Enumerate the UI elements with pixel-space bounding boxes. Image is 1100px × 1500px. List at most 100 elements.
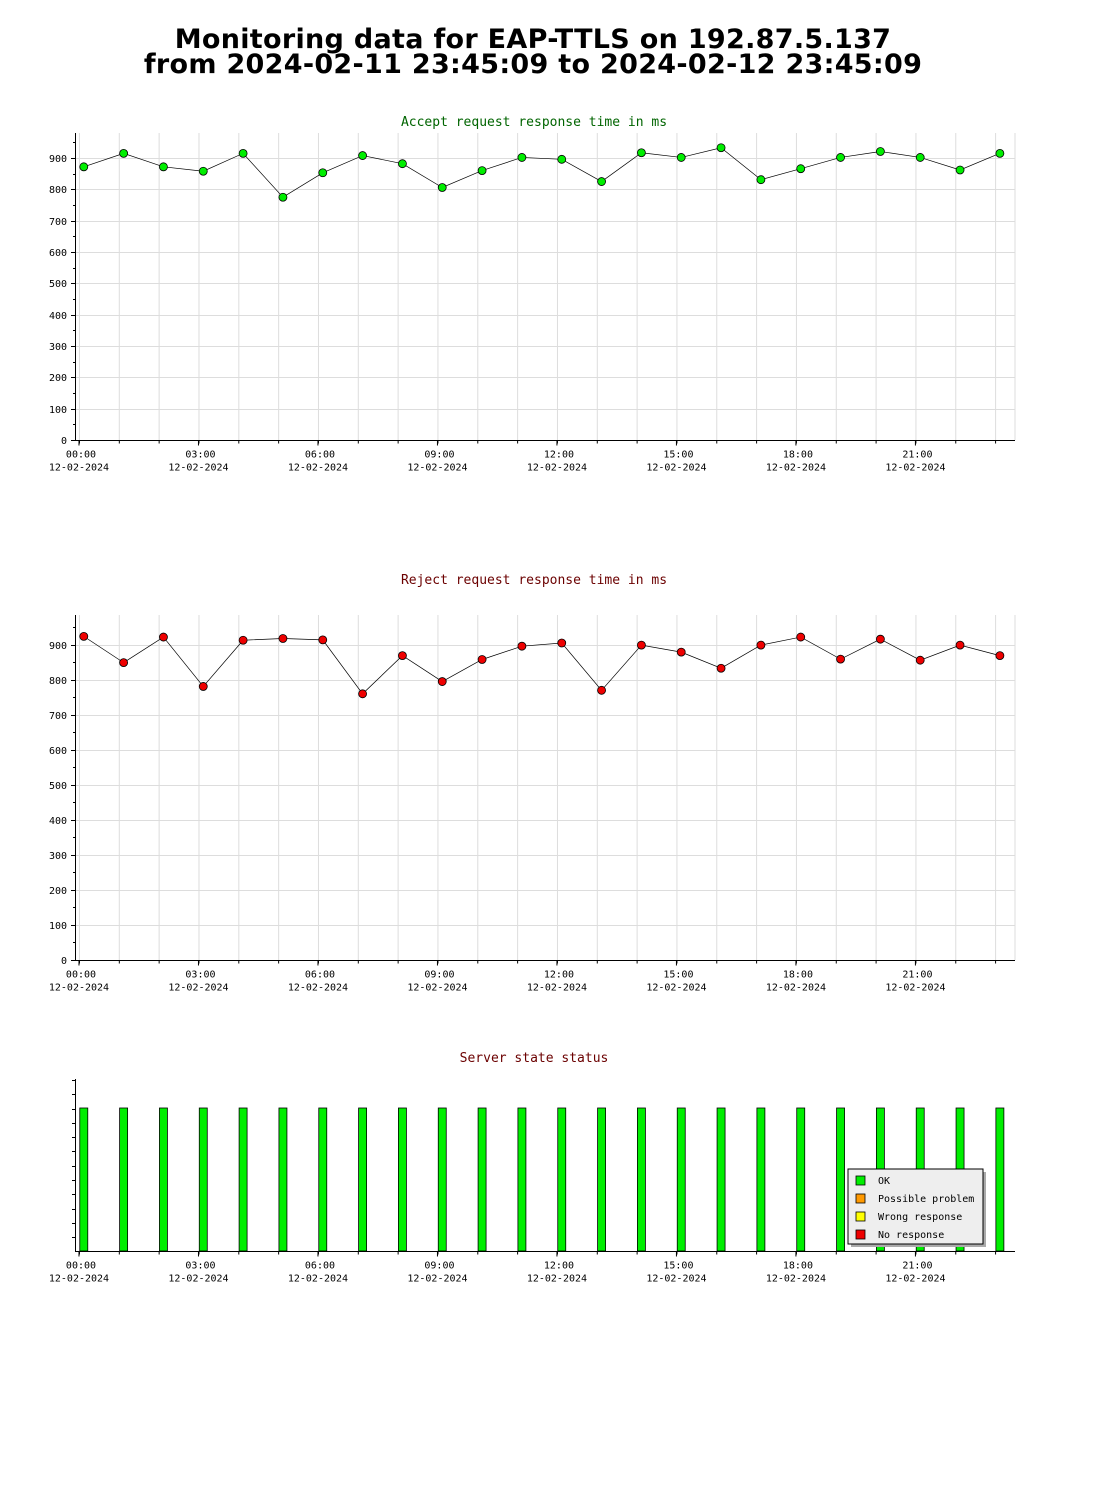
status-bar (119, 1107, 129, 1252)
legend-swatch (855, 1229, 866, 1240)
x-tick-time: 18:00 (783, 450, 813, 461)
x-tick-time: 15:00 (663, 970, 693, 981)
x-tick-date: 12-02-2024 (288, 983, 348, 994)
status-bar (716, 1107, 726, 1252)
y-tick-label: 500 (49, 781, 67, 792)
status-bar (836, 1107, 845, 1252)
data-point (477, 655, 487, 664)
data-point (278, 192, 288, 202)
data-point (398, 159, 407, 169)
status-bar (756, 1107, 766, 1252)
x-tick-time: 09:00 (424, 450, 454, 461)
data-point (716, 663, 726, 673)
chart-title: Accept request response time in ms (401, 115, 667, 130)
series-line (83, 147, 1001, 198)
status-bar (597, 1107, 606, 1252)
data-point (915, 655, 925, 665)
data-point (517, 641, 527, 651)
data-point (437, 183, 447, 192)
y-tick-label: 300 (49, 851, 67, 862)
page-title-line-1: Monitoring data for EAP-TTLS on 192.87.5… (174, 24, 892, 55)
status-bar (557, 1107, 567, 1252)
x-tick-date: 12-02-2024 (527, 983, 587, 994)
legend-label: Possible problem (878, 1194, 974, 1205)
x-tick-date: 12-02-2024 (766, 463, 826, 474)
status-bar (278, 1107, 288, 1252)
data-point (119, 658, 129, 668)
data-point (119, 148, 129, 158)
legend-label: No response (878, 1230, 944, 1241)
data-point (716, 143, 726, 153)
page-title-line-2: from 2024-02-11 23:45:09 to 2024-02-12 2… (143, 49, 923, 80)
accept-response-chart: Accept request response time in ms 0 100 20… (49, 115, 1016, 474)
data-point (676, 153, 686, 162)
x-tick-date: 12-02-2024 (49, 463, 109, 474)
x-tick-date: 12-02-2024 (885, 1274, 945, 1285)
x-tick-time: 06:00 (305, 1261, 335, 1272)
x-tick-date: 12-02-2024 (885, 463, 945, 474)
status-bar (637, 1107, 646, 1252)
data-point (198, 166, 208, 176)
reject-response-chart: Reject request response time in ms 0 100 20… (49, 573, 1016, 994)
x-tick-time: 18:00 (783, 970, 813, 981)
y-tick-label: 600 (49, 746, 67, 757)
chart-title: Server state status (460, 1051, 609, 1066)
status-bar (198, 1107, 208, 1252)
x-tick-time: 09:00 (424, 970, 454, 981)
data-point (756, 640, 766, 650)
data-point (796, 632, 806, 642)
x-tick-time: 00:00 (66, 450, 96, 461)
data-point (557, 154, 567, 164)
status-bar (517, 1107, 527, 1252)
data-point (915, 153, 925, 162)
y-tick-label: 400 (49, 311, 67, 322)
x-tick-date: 12-02-2024 (766, 983, 826, 994)
data-point (557, 638, 567, 648)
status-bar (796, 1107, 806, 1252)
legend-swatch (855, 1211, 866, 1222)
y-tick-label: 800 (49, 185, 67, 196)
data-point (637, 148, 646, 158)
x-tick-date: 12-02-2024 (168, 463, 228, 474)
data-point (398, 651, 407, 661)
legend-box (847, 1168, 984, 1245)
y-tick-label: 100 (49, 921, 67, 932)
status-bar (358, 1107, 367, 1252)
data-point (995, 148, 1005, 158)
x-tick-time: 00:00 (66, 970, 96, 981)
data-point (318, 168, 328, 178)
data-point (796, 164, 806, 174)
x-tick-time: 21:00 (902, 970, 932, 981)
data-point (159, 162, 168, 172)
y-tick-label: 800 (49, 676, 67, 687)
y-tick-label: 700 (49, 711, 67, 722)
status-bar (477, 1107, 487, 1252)
x-tick-date: 12-02-2024 (646, 463, 706, 474)
y-tick-label: 0 (61, 436, 67, 447)
y-tick-label: 300 (49, 342, 67, 353)
status-bar (676, 1107, 686, 1252)
legend-label: OK (878, 1176, 890, 1187)
data-point (358, 151, 367, 160)
x-tick-time: 03:00 (185, 450, 215, 461)
x-tick-date: 12-02-2024 (49, 1274, 109, 1285)
x-tick-time: 15:00 (663, 450, 693, 461)
status-bar (995, 1107, 1005, 1252)
y-tick-label: 400 (49, 816, 67, 827)
y-tick-label: 900 (49, 154, 67, 165)
x-tick-date: 12-02-2024 (646, 1274, 706, 1285)
x-tick-time: 00:00 (66, 1261, 96, 1272)
data-point (995, 651, 1005, 661)
y-tick-label: 200 (49, 886, 67, 897)
status-bar (238, 1107, 248, 1252)
legend-label: Wrong response (878, 1212, 962, 1223)
x-tick-date: 12-02-2024 (288, 463, 348, 474)
data-point (159, 632, 168, 642)
x-tick-time: 09:00 (424, 1261, 454, 1272)
data-point (597, 177, 606, 186)
x-tick-date: 12-02-2024 (168, 983, 228, 994)
data-point (358, 689, 367, 699)
x-tick-date: 12-02-2024 (407, 463, 467, 474)
x-tick-date: 12-02-2024 (168, 1274, 228, 1285)
data-point (637, 640, 646, 650)
